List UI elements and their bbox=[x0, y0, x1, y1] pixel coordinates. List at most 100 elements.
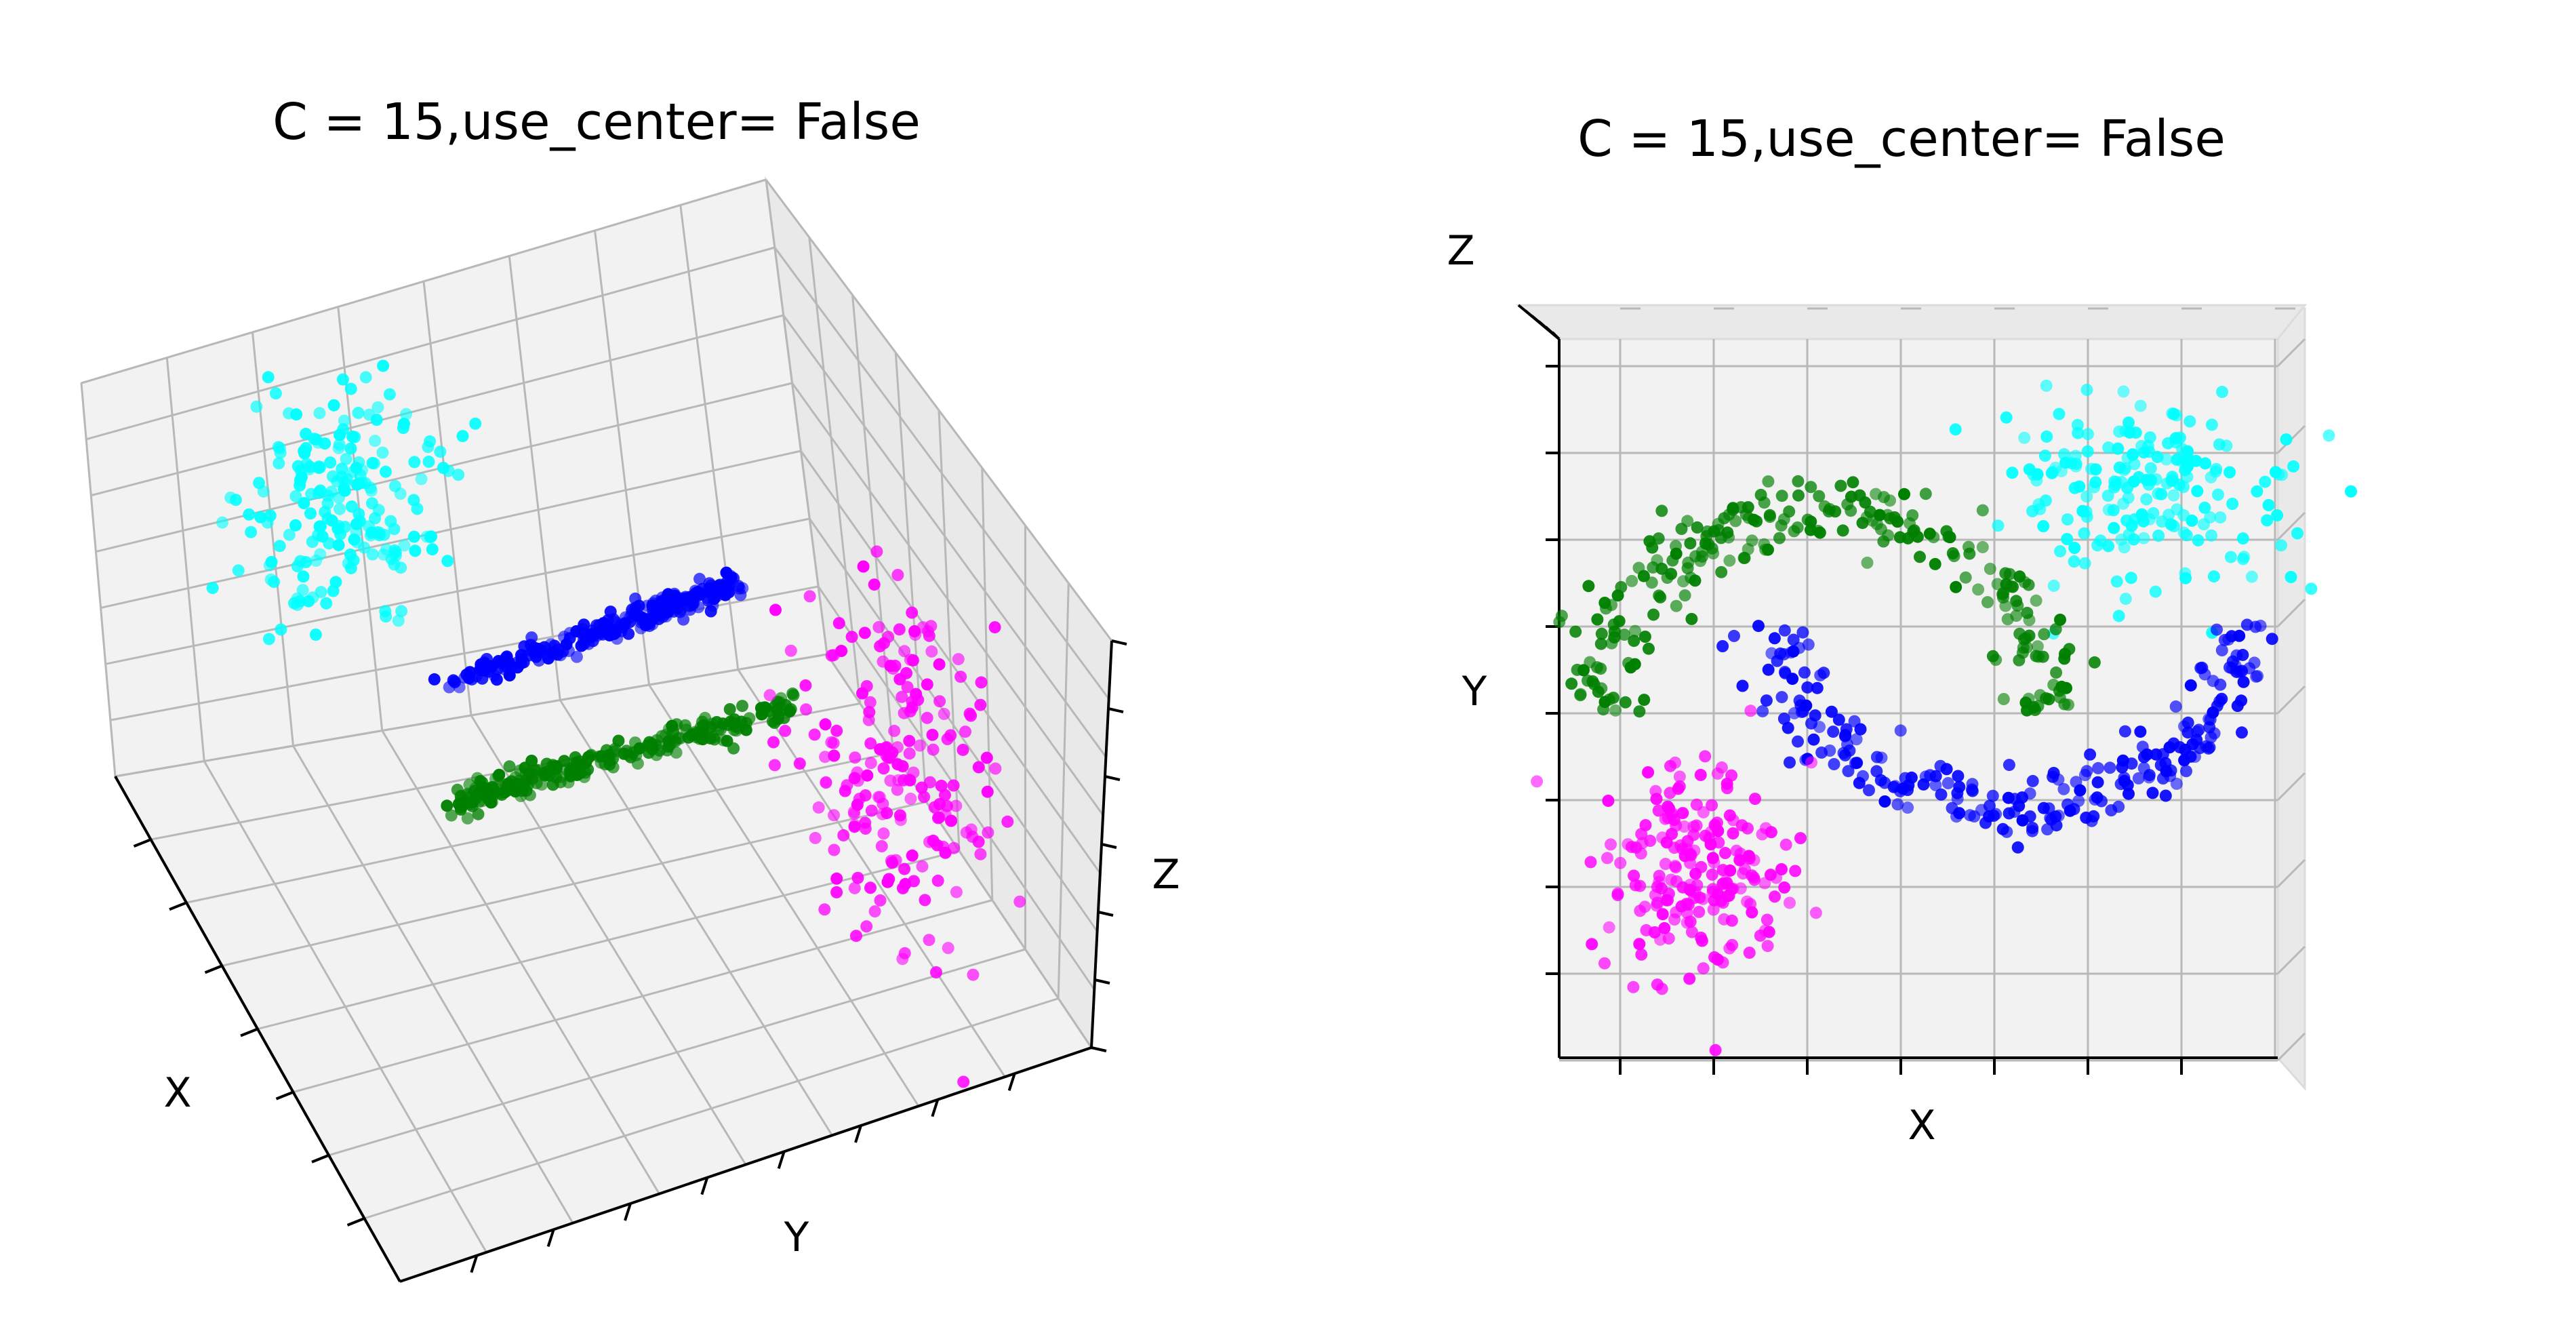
scatter-point bbox=[1762, 663, 1775, 676]
scatter-point bbox=[2110, 575, 2123, 588]
scatter-point bbox=[503, 760, 516, 773]
scatter-point bbox=[1659, 858, 1672, 871]
scatter-point bbox=[366, 548, 379, 561]
scatter-point bbox=[849, 751, 862, 764]
scatter-point bbox=[2322, 429, 2335, 442]
scatter-point bbox=[818, 903, 831, 916]
scatter-point bbox=[877, 762, 890, 775]
scatter-point bbox=[800, 703, 812, 716]
scatter-point bbox=[1712, 825, 1725, 837]
scatter-point bbox=[1666, 554, 1679, 567]
scatter-point bbox=[974, 698, 987, 711]
scatter-point bbox=[1825, 705, 1838, 718]
scatter-point bbox=[1662, 894, 1674, 907]
scatter-point bbox=[1690, 798, 1703, 811]
chart2-y-axis-label: Y bbox=[1462, 668, 1487, 715]
scatter-point bbox=[1711, 767, 1724, 780]
scatter-point bbox=[338, 484, 351, 497]
scatter-point bbox=[1618, 629, 1631, 641]
scatter-point bbox=[2140, 493, 2153, 506]
scatter-point bbox=[845, 631, 858, 643]
scatter-point bbox=[1870, 488, 1883, 500]
scatter-point bbox=[1811, 681, 1824, 694]
scatter-point bbox=[1952, 770, 1965, 782]
scatter-point bbox=[445, 809, 458, 822]
scatter-point bbox=[1629, 624, 1642, 637]
scatter-point bbox=[879, 742, 892, 754]
scatter-point bbox=[2198, 501, 2211, 514]
chart2-x-axis-label: X bbox=[1908, 1102, 1935, 1149]
scatter-point bbox=[1743, 947, 1756, 959]
scatter-point bbox=[1633, 938, 1646, 951]
scatter-point bbox=[975, 676, 988, 689]
scatter-point bbox=[592, 750, 605, 763]
scatter-point bbox=[1828, 758, 1840, 770]
scatter-point bbox=[383, 388, 396, 401]
scatter-point bbox=[2169, 700, 2182, 713]
scatter-point bbox=[898, 862, 911, 875]
scatter-point bbox=[723, 703, 736, 715]
scatter-point bbox=[1976, 504, 1989, 517]
scatter-point bbox=[1813, 490, 1826, 502]
scatter-point bbox=[2150, 748, 2162, 761]
scatter-point bbox=[601, 614, 614, 627]
scatter-point bbox=[334, 429, 346, 441]
scatter-point bbox=[2040, 379, 2053, 392]
scatter-point bbox=[261, 516, 274, 529]
scatter-point bbox=[2198, 518, 2210, 531]
scatter-point bbox=[876, 808, 889, 820]
scatter-point bbox=[1685, 612, 1698, 625]
scatter-point bbox=[2122, 528, 2135, 541]
scatter-point bbox=[1836, 524, 1849, 537]
scatter-point bbox=[456, 430, 469, 443]
scatter-point bbox=[906, 606, 919, 619]
scatter-point bbox=[1854, 723, 1867, 736]
scatter-point bbox=[471, 772, 484, 785]
scatter-point bbox=[1877, 535, 1890, 548]
scatter-point bbox=[356, 477, 369, 489]
scatter-point bbox=[1708, 951, 1720, 964]
scatter-point bbox=[767, 736, 780, 749]
scatter-point bbox=[1603, 921, 1615, 934]
scatter-point bbox=[1779, 667, 1792, 679]
scatter-point bbox=[864, 737, 877, 750]
scatter-point bbox=[1792, 489, 1805, 502]
scatter-point bbox=[1638, 631, 1651, 643]
scatter-point bbox=[1996, 588, 2009, 601]
scatter-point bbox=[496, 789, 508, 801]
scatter-point bbox=[923, 934, 935, 947]
scatter-point bbox=[350, 525, 363, 538]
scatter-point bbox=[2041, 823, 2054, 836]
scatter-point bbox=[2119, 424, 2132, 437]
scatter-point bbox=[859, 816, 872, 829]
scatter-point bbox=[891, 569, 904, 581]
scatter-point bbox=[938, 707, 950, 720]
scatter-point bbox=[1853, 776, 1866, 789]
scatter-point bbox=[525, 755, 538, 767]
scatter-point bbox=[2177, 509, 2190, 521]
scatter-point bbox=[1699, 750, 1712, 763]
scatter-point bbox=[2047, 679, 2060, 691]
scatter-point bbox=[868, 578, 881, 591]
scatter-point bbox=[2177, 526, 2190, 539]
scatter-point bbox=[967, 968, 980, 981]
scatter-point bbox=[1588, 678, 1601, 691]
scatter-point bbox=[2030, 474, 2043, 487]
scatter-point bbox=[262, 633, 275, 646]
scatter-point bbox=[1802, 638, 1815, 651]
scatter-point bbox=[861, 769, 874, 782]
scatter-point bbox=[2080, 383, 2093, 396]
scatter-point bbox=[799, 679, 812, 692]
scatter-point bbox=[1775, 863, 1788, 875]
scatter-point bbox=[775, 692, 788, 705]
scatter-point bbox=[1706, 868, 1718, 881]
scatter-point bbox=[1981, 596, 1994, 609]
scatter-point bbox=[268, 576, 281, 589]
scatter-point bbox=[411, 502, 424, 515]
scatter-point bbox=[2251, 485, 2263, 498]
scatter-point bbox=[273, 540, 286, 553]
scatter-point bbox=[972, 761, 985, 774]
scatter-point bbox=[558, 631, 571, 643]
scatter-point bbox=[1904, 517, 1916, 530]
scatter-point bbox=[1594, 637, 1607, 650]
